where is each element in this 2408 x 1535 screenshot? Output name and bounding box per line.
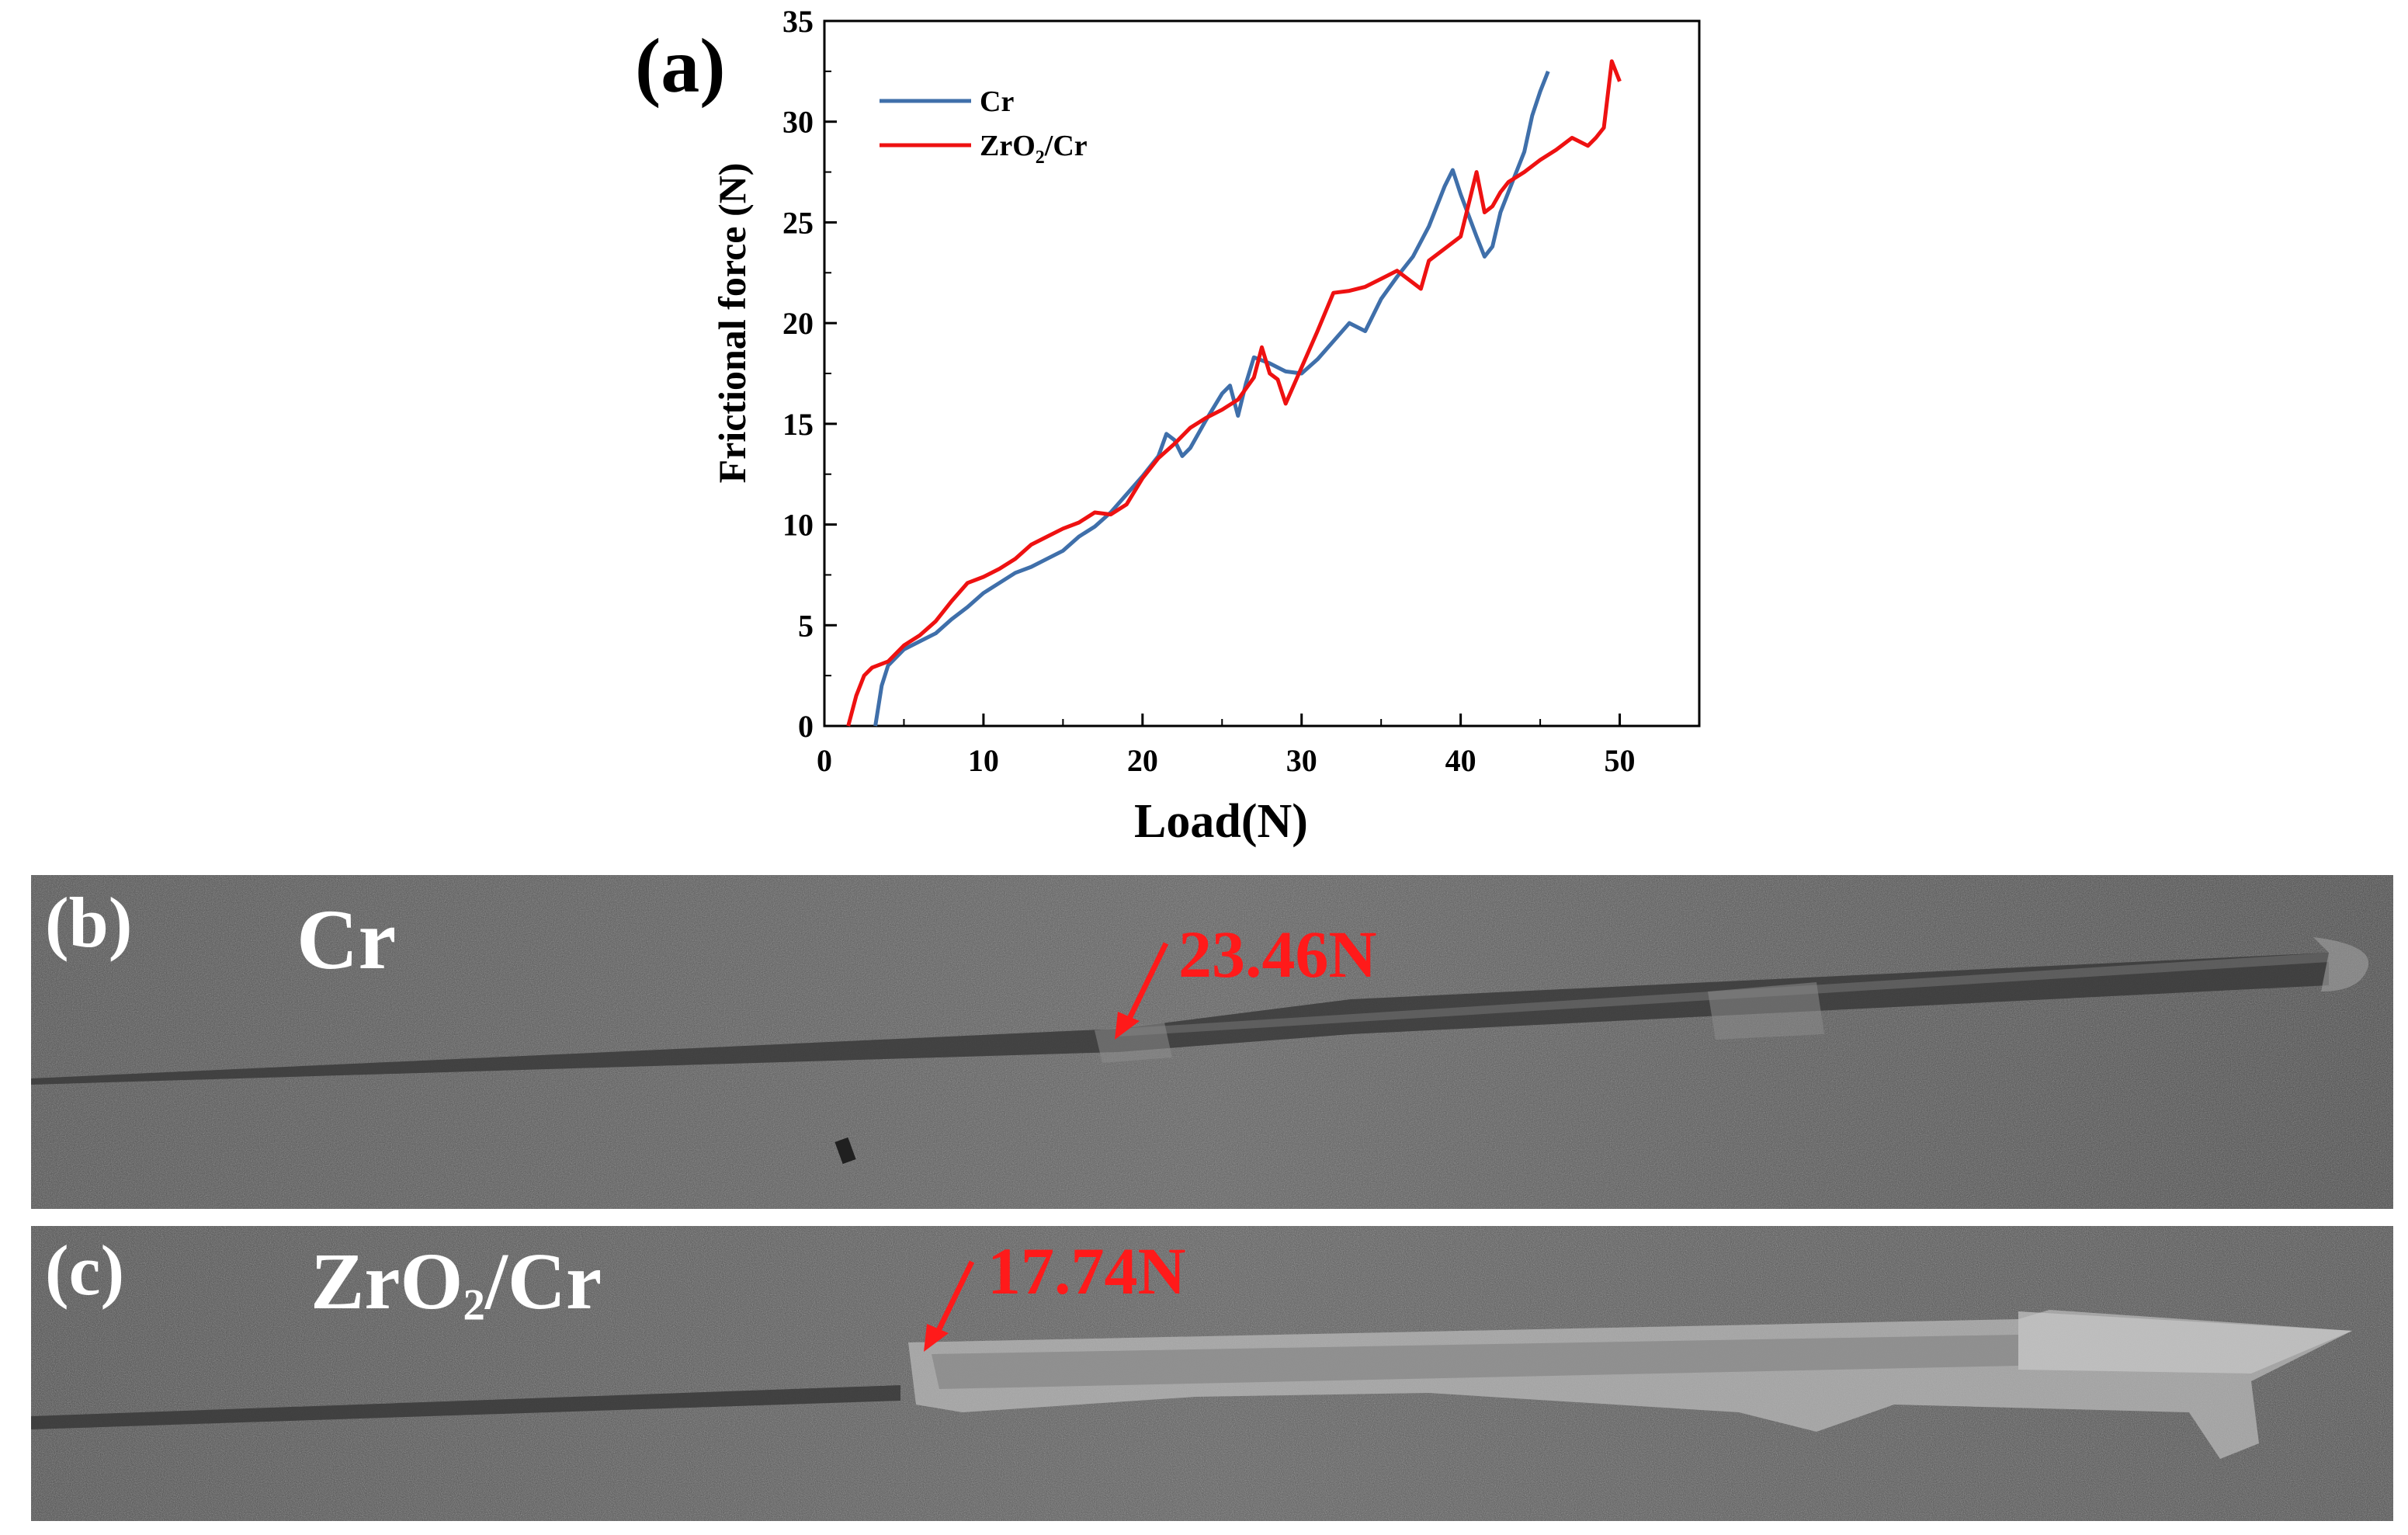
- legend-label-zro2-cr: ZrO2/Cr: [980, 130, 1088, 168]
- panel-c-label: (c): [45, 1231, 125, 1310]
- sem-label-zro2-cr: ZrO2/Cr: [311, 1237, 602, 1330]
- y-tick-label: 35: [782, 4, 814, 39]
- sem-micrograph-cr: (b) Cr 23.46N: [31, 875, 2393, 1209]
- sem-label-cr: Cr: [297, 892, 397, 987]
- scratch-track-zro2-cr: [31, 1226, 2393, 1521]
- x-axis-label: Load(N): [1134, 795, 1308, 848]
- y-tick-label: 15: [782, 407, 814, 442]
- x-tick-label: 20: [1127, 743, 1158, 778]
- x-tick-label: 0: [817, 743, 832, 778]
- legend: Cr ZrO2/Cr: [880, 85, 1088, 168]
- frictional-force-chart: (a) 0 10 20 30 40 50 0 5 10 15 20 25 30 35 Load(N) Fr…: [635, 4, 1701, 848]
- series-line-zro2-cr: [846, 59, 1622, 727]
- y-tick-label: 0: [798, 709, 814, 744]
- x-tick-label: 10: [968, 743, 999, 778]
- arrow-icon-cr: [1115, 942, 1169, 1040]
- arrow-icon-zro2-cr: [924, 1260, 975, 1352]
- x-tick-label: 30: [1286, 743, 1317, 778]
- scratch-track-cr: [31, 875, 2393, 1209]
- sem-micrograph-zro2-cr: (c) ZrO2/Cr 17.74N: [31, 1226, 2393, 1521]
- legend-label-cr: Cr: [980, 85, 1014, 118]
- plot-frame: [823, 19, 1701, 728]
- y-axis-label: Frictional force (N): [710, 163, 754, 484]
- y-tick-label: 30: [782, 105, 814, 140]
- critical-load-zro2-cr: 17.74N: [987, 1234, 1186, 1308]
- x-tick-label: 40: [1445, 743, 1476, 778]
- critical-load-cr: 23.46N: [1178, 917, 1377, 991]
- y-tick-label: 5: [798, 608, 814, 643]
- y-tick-label: 10: [782, 508, 814, 543]
- x-tick-label: 50: [1605, 743, 1636, 778]
- axis-ticks: 0 10 20 30 40 50 0 5 10 15 20 25 30 35: [782, 4, 1636, 778]
- panel-a-label: (a): [635, 23, 726, 109]
- y-tick-label: 20: [782, 306, 814, 341]
- panel-b-label: (b): [45, 883, 133, 962]
- series-line-cr: [873, 70, 1550, 727]
- series-layer: [846, 59, 1622, 727]
- y-tick-label: 25: [782, 205, 814, 240]
